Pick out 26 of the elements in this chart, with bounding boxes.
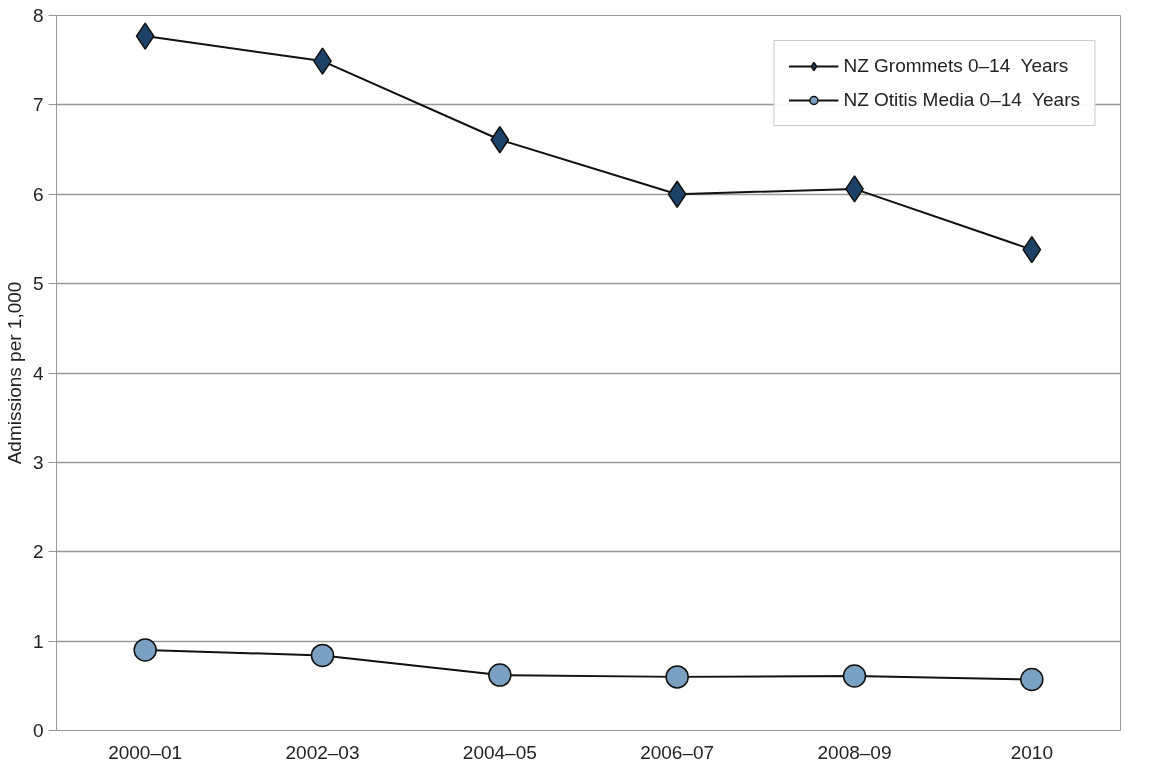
y-tick-label: 0	[32, 720, 44, 741]
point	[1020, 667, 1044, 692]
point	[133, 638, 157, 662]
x-tick-label: 2002–03	[285, 741, 360, 763]
y-tick-label: 5	[32, 273, 44, 295]
point	[488, 663, 512, 687]
x-tick-label: 2010	[1010, 741, 1053, 763]
y-tick-label: 4	[32, 362, 44, 384]
y-tick-label: 8	[32, 5, 44, 26]
y-tick-label: 6	[32, 183, 44, 205]
point	[842, 664, 867, 688]
y-axis-title: Admissions per 1,000	[3, 281, 25, 465]
point	[665, 665, 689, 689]
point	[135, 22, 155, 50]
x-tick-label: 2004–05	[462, 741, 537, 763]
y-tick-label: 1	[32, 630, 44, 652]
y-tick-label: 7	[32, 94, 44, 116]
x-tick-label: 2008–09	[817, 741, 892, 763]
x-tick-label: 2006–07	[640, 741, 715, 763]
y-tick-label: 3	[32, 451, 44, 473]
y-tick-label: 2	[32, 541, 44, 563]
x-tick-label: 2000–01	[108, 741, 183, 763]
point	[667, 180, 687, 208]
legend-label: NZ Otitis Media 0–14 Years	[843, 89, 1080, 111]
legend-label: NZ Grommets 0–14 Years	[843, 55, 1069, 77]
point	[310, 643, 335, 668]
